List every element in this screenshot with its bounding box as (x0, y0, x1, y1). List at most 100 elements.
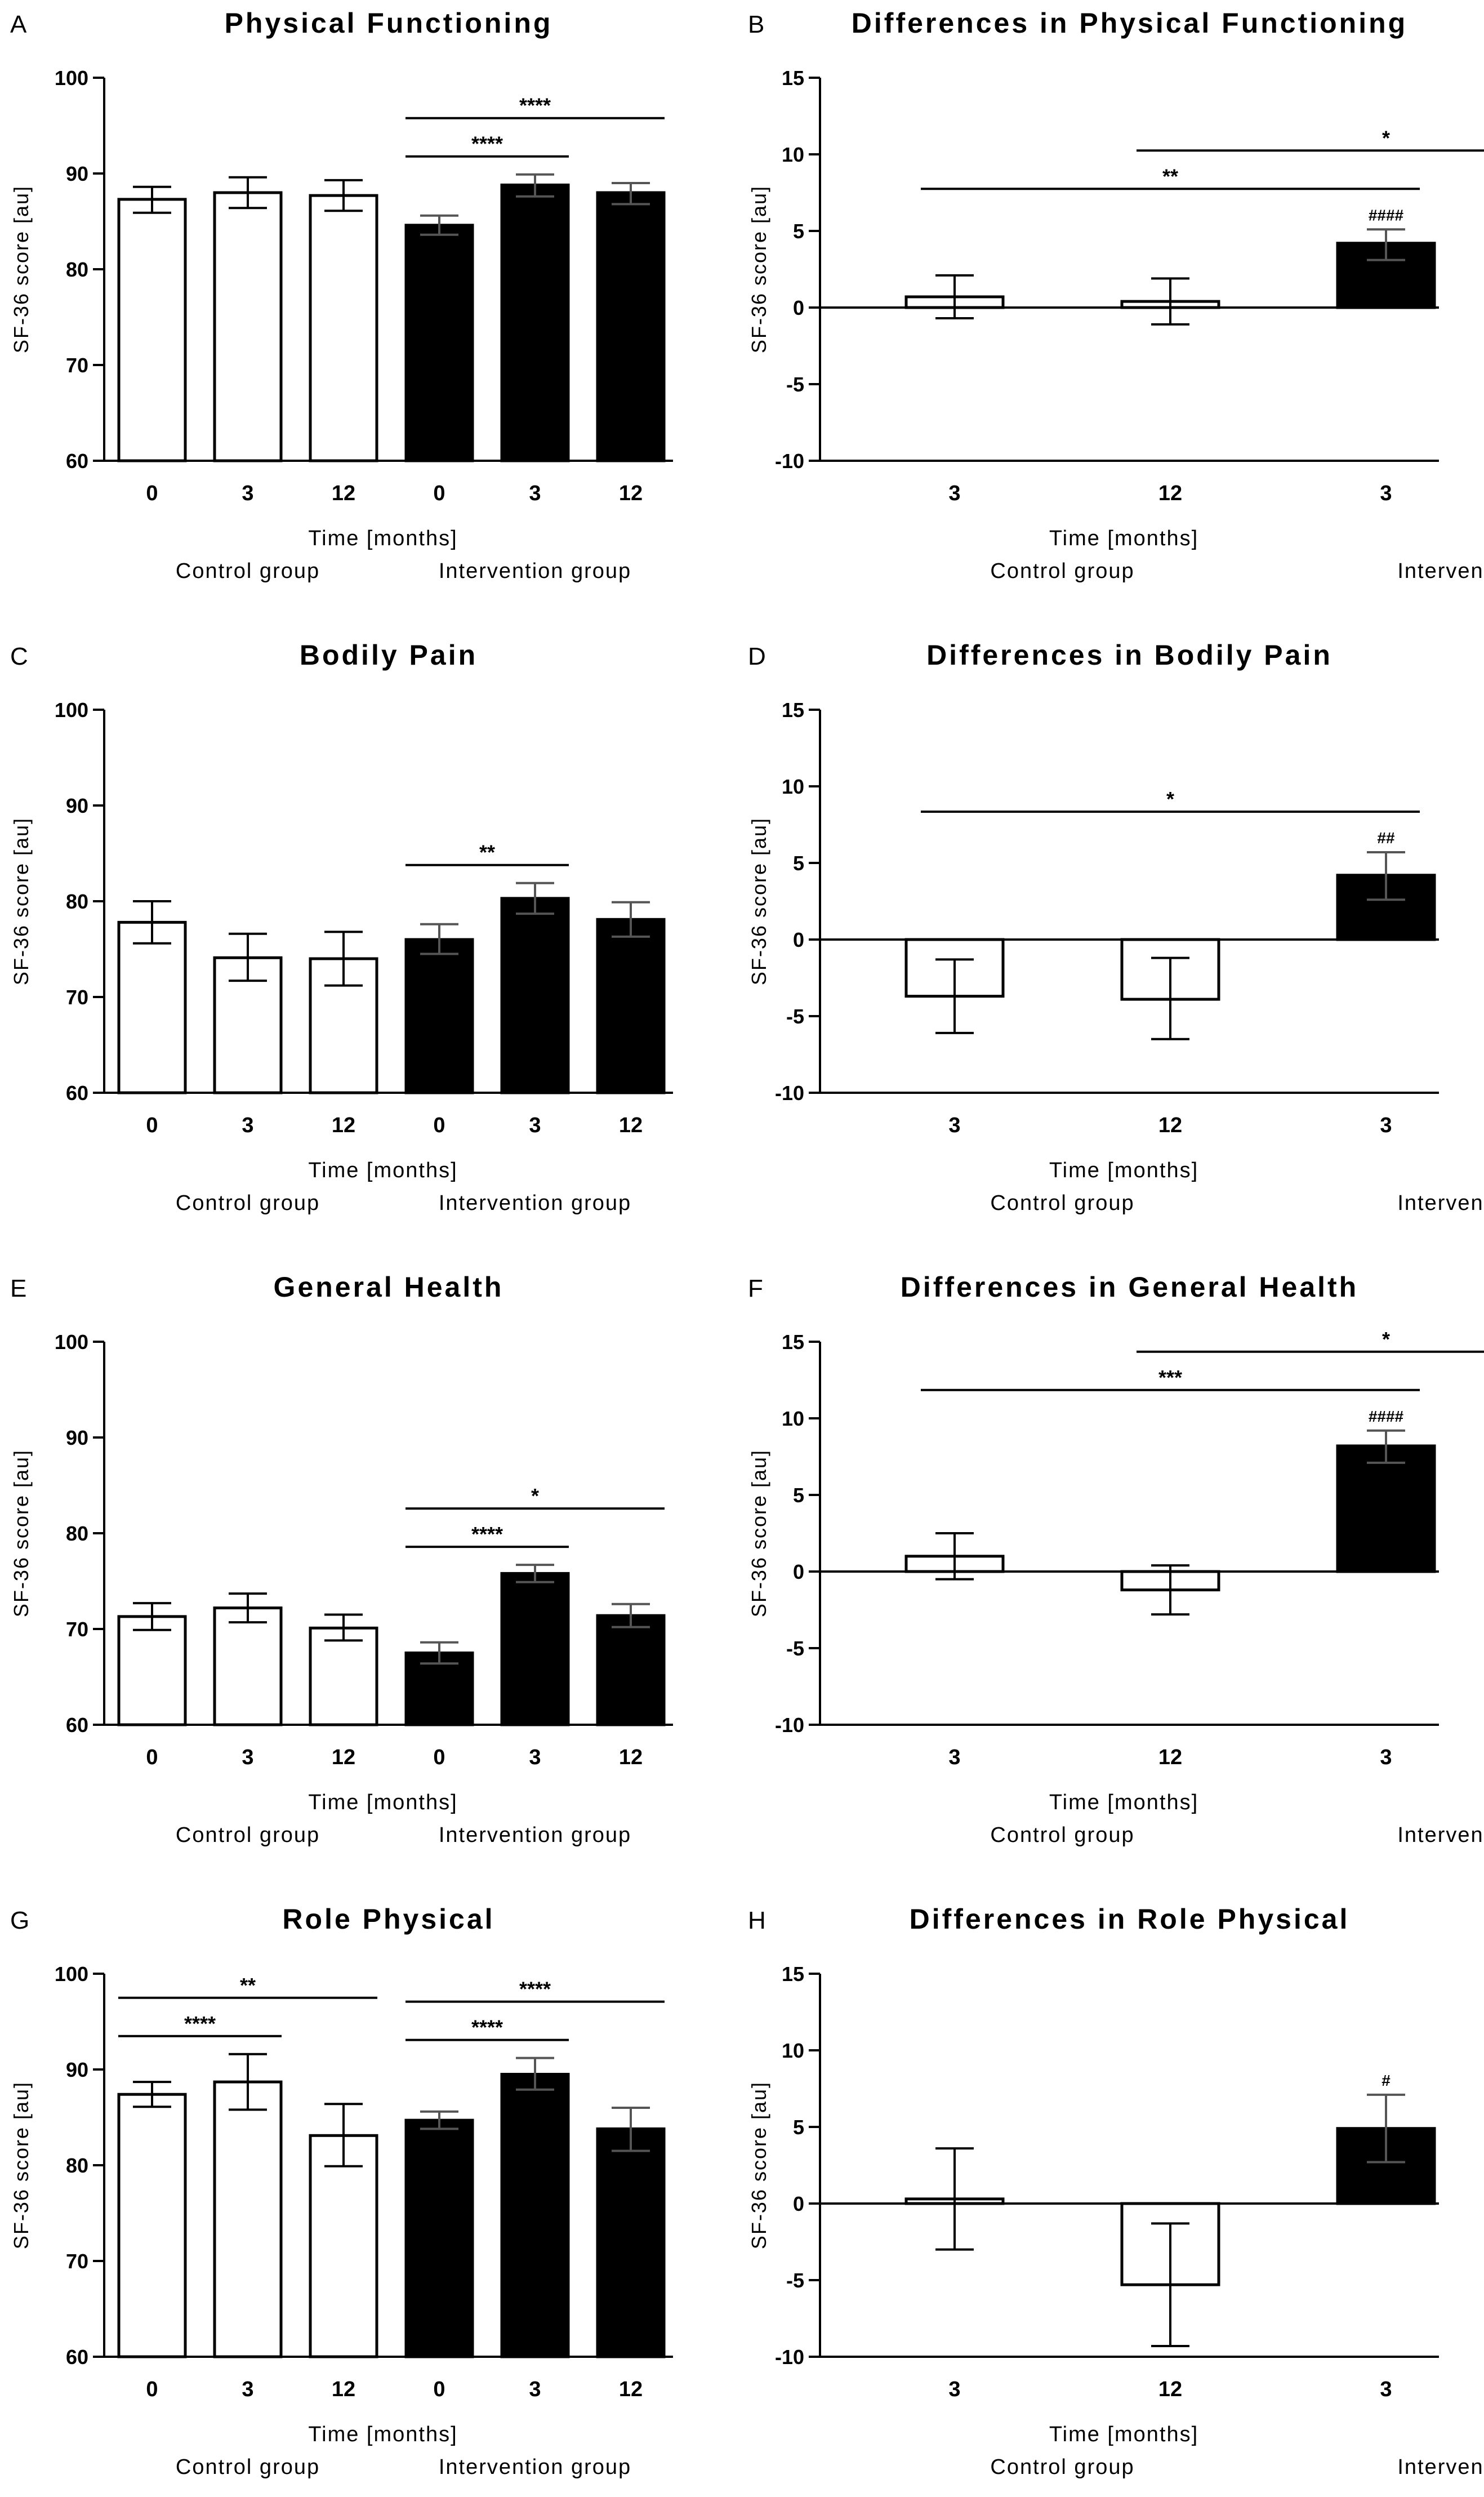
significance-hash: #### (1369, 1408, 1404, 1425)
bar (500, 183, 570, 462)
x-tick-label: 3 (948, 482, 960, 505)
x-tick-label: 3 (242, 1746, 253, 1769)
bar (213, 2080, 283, 2358)
group-label-control: Control group (176, 2455, 320, 2479)
group-label-intervention: Intervention group (1397, 1191, 1484, 1215)
y-tick-label: 70 (66, 986, 88, 1009)
y-tick-label: 5 (793, 852, 804, 875)
y-tick-label: 10 (782, 775, 804, 798)
group-label-control: Control group (176, 1191, 320, 1215)
y-tick-label: 5 (793, 2116, 804, 2139)
panel-letter: E (10, 1275, 26, 1302)
group-label-intervention: Intervention group (1397, 2455, 1484, 2479)
bar (1336, 1444, 1436, 1573)
significance-stars: **** (471, 2016, 503, 2039)
group-label-control: Control group (990, 1823, 1134, 1847)
chart-panel-f: F Differences in General Health SF-36 scor… (747, 1271, 1484, 1847)
y-tick-label: 0 (793, 296, 804, 319)
x-tick-label: 12 (1158, 1746, 1182, 1769)
significance-hash: # (1381, 2072, 1391, 2089)
x-tick-label: 0 (433, 1114, 445, 1137)
y-tick-label: -5 (786, 1005, 804, 1028)
x-tick-label: 3 (1380, 482, 1392, 505)
chart-title: Role Physical (282, 1903, 494, 1935)
x-tick-label: 12 (332, 1114, 355, 1137)
bar (309, 1626, 378, 1726)
y-axis-label: SF-36 score [au] (10, 817, 33, 985)
bar (117, 920, 187, 1094)
y-tick-label: 100 (55, 1962, 88, 1986)
group-label-control: Control group (990, 1191, 1134, 1215)
x-tick-label: 12 (619, 1746, 643, 1769)
significance-hash: #### (1369, 206, 1404, 224)
y-tick-label: 90 (66, 1426, 88, 1449)
group-label-intervention: Intervention group (1397, 559, 1484, 583)
y-tick-label: 80 (66, 890, 88, 913)
significance-stars: * (1166, 787, 1174, 811)
x-axis-label: Time [months] (1049, 1159, 1198, 1182)
bar (500, 897, 570, 1094)
y-tick-label: 90 (66, 794, 88, 817)
significance-stars: * (1382, 1328, 1390, 1351)
group-label-intervention: Intervention group (1397, 1823, 1484, 1847)
chart-panel-d: D Differences in Bodily Pain SF-36 score [… (747, 639, 1484, 1215)
x-tick-label: 12 (332, 2378, 355, 2401)
y-axis-label: SF-36 score [au] (10, 1449, 33, 1617)
y-tick-label: -10 (775, 1081, 804, 1105)
group-label-control: Control group (990, 2455, 1134, 2479)
panel-letter: D (748, 643, 766, 670)
x-tick-label: 0 (146, 2378, 158, 2401)
y-tick-label: 90 (66, 162, 88, 185)
group-label-control: Control group (176, 559, 320, 583)
x-tick-label: 3 (529, 1114, 541, 1137)
x-tick-label: 3 (948, 1746, 960, 1769)
chart-title: Bodily Pain (300, 639, 478, 671)
group-label-control: Control group (176, 1823, 320, 1847)
bar (596, 2127, 666, 2358)
y-tick-label: 10 (782, 2039, 804, 2062)
x-tick-label: 3 (948, 2378, 960, 2401)
x-tick-label: 12 (332, 482, 355, 505)
x-axis-label: Time [months] (308, 1159, 457, 1182)
panel-letter: B (748, 11, 764, 38)
significance-stars: **** (471, 132, 503, 155)
group-label-intervention: Intervention group (439, 559, 631, 583)
group-label-intervention: Intervention group (439, 1191, 631, 1215)
x-tick-label: 3 (1380, 2378, 1392, 2401)
x-axis-label: Time [months] (308, 2423, 457, 2446)
significance-stars: ** (240, 1974, 256, 1997)
chart-title: Differences in Role Physical (910, 1903, 1350, 1935)
significance-stars: **** (184, 2012, 216, 2035)
x-tick-label: 3 (529, 2378, 541, 2401)
group-label-control: Control group (990, 559, 1134, 583)
y-axis-label: SF-36 score [au] (10, 185, 33, 353)
x-tick-label: 0 (146, 1746, 158, 1769)
y-tick-label: 80 (66, 1522, 88, 1545)
y-axis-label: SF-36 score [au] (747, 2081, 770, 2249)
bar (117, 198, 187, 462)
x-tick-label: 12 (619, 482, 643, 505)
bar (500, 2073, 570, 2358)
group-label-intervention: Intervention group (439, 2455, 631, 2479)
bar (213, 1606, 283, 1726)
y-tick-label: 10 (782, 1407, 804, 1430)
bar (596, 918, 666, 1094)
y-tick-label: 100 (55, 698, 88, 722)
y-tick-label: -10 (775, 449, 804, 473)
bar (404, 938, 474, 1094)
bar (309, 194, 378, 462)
bar (596, 1614, 666, 1726)
chart-panel-a: A Physical Functioning SF-36 score [au] 60 7… (10, 7, 673, 583)
chart-panel-c: C Bodily Pain SF-36 score [au] 60 70 80 90 100 0… (10, 639, 673, 1215)
x-tick-label: 3 (242, 1114, 253, 1137)
x-axis-label: Time [months] (1049, 1791, 1198, 1814)
y-tick-label: 60 (66, 1713, 88, 1737)
significance-stars: ** (1162, 164, 1178, 188)
y-axis-label: SF-36 score [au] (747, 1449, 770, 1617)
y-tick-label: 5 (793, 1484, 804, 1507)
y-axis-label: SF-36 score [au] (10, 2081, 33, 2249)
x-axis-label: Time [months] (1049, 2423, 1198, 2446)
y-tick-label: 0 (793, 928, 804, 951)
y-tick-label: 80 (66, 2154, 88, 2177)
panel-letter: A (10, 11, 27, 38)
